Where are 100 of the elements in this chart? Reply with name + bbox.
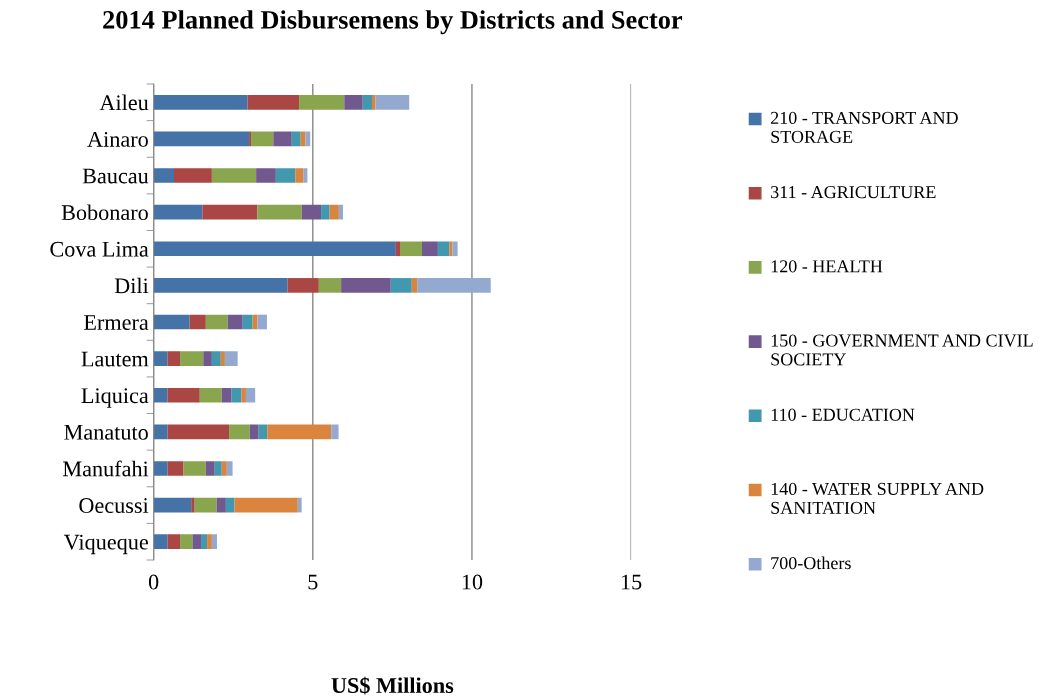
y-tick-label: Liquica: [81, 388, 149, 408]
legend-label: 140 - WATER SUPPLY AND SANITATION: [771, 482, 984, 514]
bar: [201, 534, 208, 550]
y-tick-label: Ermera: [84, 315, 149, 330]
bar: [362, 94, 372, 110]
y-tick-label: Cova Lima: [50, 241, 149, 257]
bar: [452, 241, 458, 257]
bar: [338, 204, 344, 220]
bar: [194, 497, 217, 513]
bar: [180, 351, 204, 366]
bar: [417, 278, 491, 293]
bar: [220, 351, 225, 366]
bar: [153, 94, 248, 110]
y-tick-label: Aileu: [99, 94, 149, 111]
bar: [297, 497, 302, 513]
legend-label: 110 - EDUCATION: [771, 408, 915, 421]
bar: [231, 387, 242, 403]
bar: [257, 204, 302, 220]
bar: [153, 241, 396, 257]
y-tick-label: Ainaro: [87, 131, 148, 147]
bar: [203, 351, 212, 366]
bar: [180, 534, 193, 550]
bar: [214, 461, 222, 476]
bar: [291, 131, 301, 147]
bar: [191, 497, 195, 513]
bar: [329, 204, 339, 220]
bar: [273, 131, 292, 147]
bar: [167, 424, 230, 440]
y-tick-label: Baucau: [82, 168, 149, 184]
bar: [224, 351, 238, 366]
bar: [241, 387, 246, 403]
x-axis-title: US$ Millions: [331, 676, 454, 695]
bar: [202, 204, 258, 220]
y-tick-label: Bobonaro: [61, 204, 148, 221]
legend-label: 311 - AGRICULTURE: [771, 186, 936, 199]
x-tick-label: 5: [308, 574, 318, 590]
bar: [153, 168, 174, 183]
bar: [167, 351, 181, 366]
bar: [247, 94, 300, 110]
bar: [211, 168, 257, 183]
y-tick-label: Oecussi: [79, 498, 149, 514]
bar: [287, 278, 319, 293]
bar: [305, 131, 311, 147]
bar: [344, 94, 363, 110]
legend-label: 120 - HEALTH: [771, 260, 883, 273]
bar: [167, 461, 184, 476]
bar: [234, 497, 298, 513]
bar: [395, 241, 400, 257]
bar: [390, 278, 412, 293]
bar: [421, 241, 438, 257]
bar: [221, 387, 232, 403]
legend-label: 210 - TRANSPORT AND STORAGE: [770, 111, 958, 143]
bar: [153, 461, 168, 476]
bar: [174, 168, 212, 183]
bar: [207, 534, 212, 550]
bar: [449, 241, 453, 257]
y-tick-label: Viqueque: [63, 534, 148, 555]
bar: [189, 314, 206, 330]
bar: [167, 534, 181, 550]
bar: [205, 461, 215, 476]
y-tick-label: Dili: [114, 277, 149, 294]
bar: [153, 314, 190, 330]
bar: [211, 534, 217, 550]
bar: [221, 461, 227, 476]
bar: [227, 314, 243, 330]
bar: [153, 131, 250, 147]
bar: [153, 351, 168, 366]
x-tick-label: 10: [462, 574, 483, 590]
bar: [183, 461, 206, 476]
bar: [153, 497, 192, 513]
bar: [301, 204, 322, 220]
chart-title: 2014 Planned Disbursemens by Districts and Sector: [103, 10, 683, 35]
legend-label: 150 - GOVERNMENT AND CIVIL SOCIETY: [771, 334, 1033, 366]
bar: [245, 387, 256, 403]
bar: [153, 534, 168, 550]
bar: [275, 168, 296, 183]
legend-label: 700-Others: [771, 556, 851, 570]
bar: [257, 314, 267, 330]
bar: [331, 424, 339, 440]
bar: [167, 387, 200, 403]
bar: [299, 94, 345, 110]
bar: [411, 278, 418, 293]
y-tick-label: Lautem: [81, 351, 149, 367]
bar: [211, 351, 221, 366]
bar: [303, 168, 308, 183]
bar: [205, 314, 228, 330]
bar: [437, 241, 450, 257]
bar: [375, 94, 410, 110]
bar: [341, 278, 391, 293]
bar: [251, 131, 274, 147]
x-tick-label: 15: [621, 574, 642, 590]
bar: [295, 168, 304, 183]
bar: [267, 424, 332, 440]
bar: [153, 387, 168, 403]
bar: [199, 387, 222, 403]
y-tick-label: Manatuto: [64, 425, 148, 440]
bar: [249, 424, 259, 440]
y-tick-label: Manufahi: [63, 460, 149, 477]
bar: [318, 278, 342, 293]
bar: [216, 497, 226, 513]
